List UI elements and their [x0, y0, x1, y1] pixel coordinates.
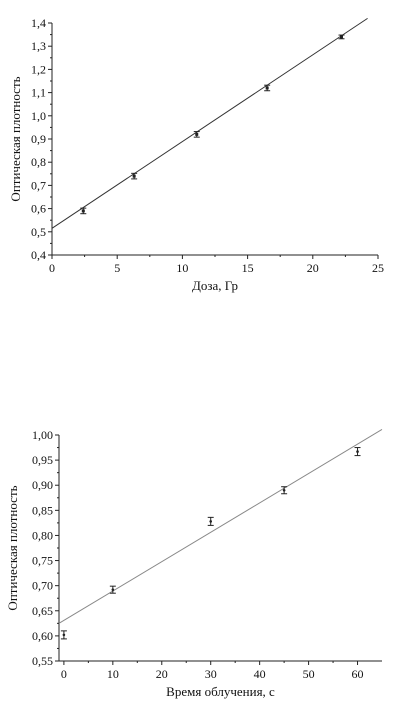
data-point — [282, 488, 286, 492]
data-point — [356, 450, 359, 453]
data-point — [81, 209, 85, 213]
x-tick-label: 30 — [205, 667, 217, 681]
x-tick-label: 60 — [352, 667, 364, 681]
y-tick-label: 0,70 — [32, 579, 53, 593]
y-tick-label: 0,8 — [31, 155, 46, 169]
data-point — [195, 132, 199, 136]
x-tick-label: 15 — [242, 261, 254, 275]
x-axis-title: Время облучения, с — [166, 684, 275, 699]
y-tick-label: 0,65 — [32, 604, 53, 618]
y-tick-label: 0,55 — [32, 654, 53, 668]
x-tick-label: 50 — [303, 667, 315, 681]
dose-chart: 0,4 0,5 0,6 0,7 0,8 0,9 1,0 1,1 1,2 1,3 1,4 0 5 10 15 2… — [8, 16, 384, 293]
y-tick-label: 0,9 — [31, 132, 46, 146]
data-point — [111, 588, 115, 591]
y-tick-label: 1,2 — [31, 62, 46, 76]
y-tick-label: 0,60 — [32, 629, 53, 643]
fit-line — [58, 429, 383, 624]
y-tick-label: 1,00 — [32, 428, 53, 442]
y-tick-label: 1,1 — [31, 86, 46, 100]
y-tick-label: 0,85 — [32, 503, 53, 517]
irradiation-time-chart: 0,55 0,60 0,65 0,70 0,75 0,80 0,85 0,90 0,95 1,00… — [5, 428, 383, 699]
x-tick-label: 25 — [372, 261, 384, 275]
data-point — [62, 633, 66, 637]
y-tick-label: 1,3 — [31, 39, 46, 53]
y-tick-label: 1,0 — [31, 109, 46, 123]
x-tick-label: 20 — [156, 667, 168, 681]
data-point — [209, 520, 213, 523]
x-axis-title: Доза, Гр — [192, 278, 238, 293]
y-tick-label: 0,75 — [32, 554, 53, 568]
data-point — [132, 174, 136, 178]
x-tick-label: 40 — [254, 667, 266, 681]
x-tick-label: 10 — [176, 261, 188, 275]
fit-line — [51, 17, 368, 229]
y-tick-label: 0,95 — [32, 453, 53, 467]
y-axis-title: Оптическая плотность — [8, 76, 23, 201]
x-tick-label: 5 — [114, 261, 120, 275]
y-tick-label: 0,4 — [31, 248, 46, 262]
y-tick-label: 0,5 — [31, 225, 46, 239]
y-tick-label: 0,80 — [32, 528, 53, 542]
y-tick-label: 0,6 — [31, 202, 46, 216]
x-tick-label: 10 — [107, 667, 119, 681]
data-point — [339, 35, 343, 39]
x-tick-label: 0 — [61, 667, 67, 681]
x-tick-label: 20 — [307, 261, 319, 275]
x-tick-label: 0 — [49, 261, 55, 275]
y-tick-label: 1,4 — [31, 16, 46, 30]
y-axis-title: Оптическая плотность — [5, 485, 20, 610]
data-point — [265, 86, 269, 90]
y-tick-label: 0,90 — [32, 478, 53, 492]
y-tick-label: 0,7 — [31, 178, 46, 192]
